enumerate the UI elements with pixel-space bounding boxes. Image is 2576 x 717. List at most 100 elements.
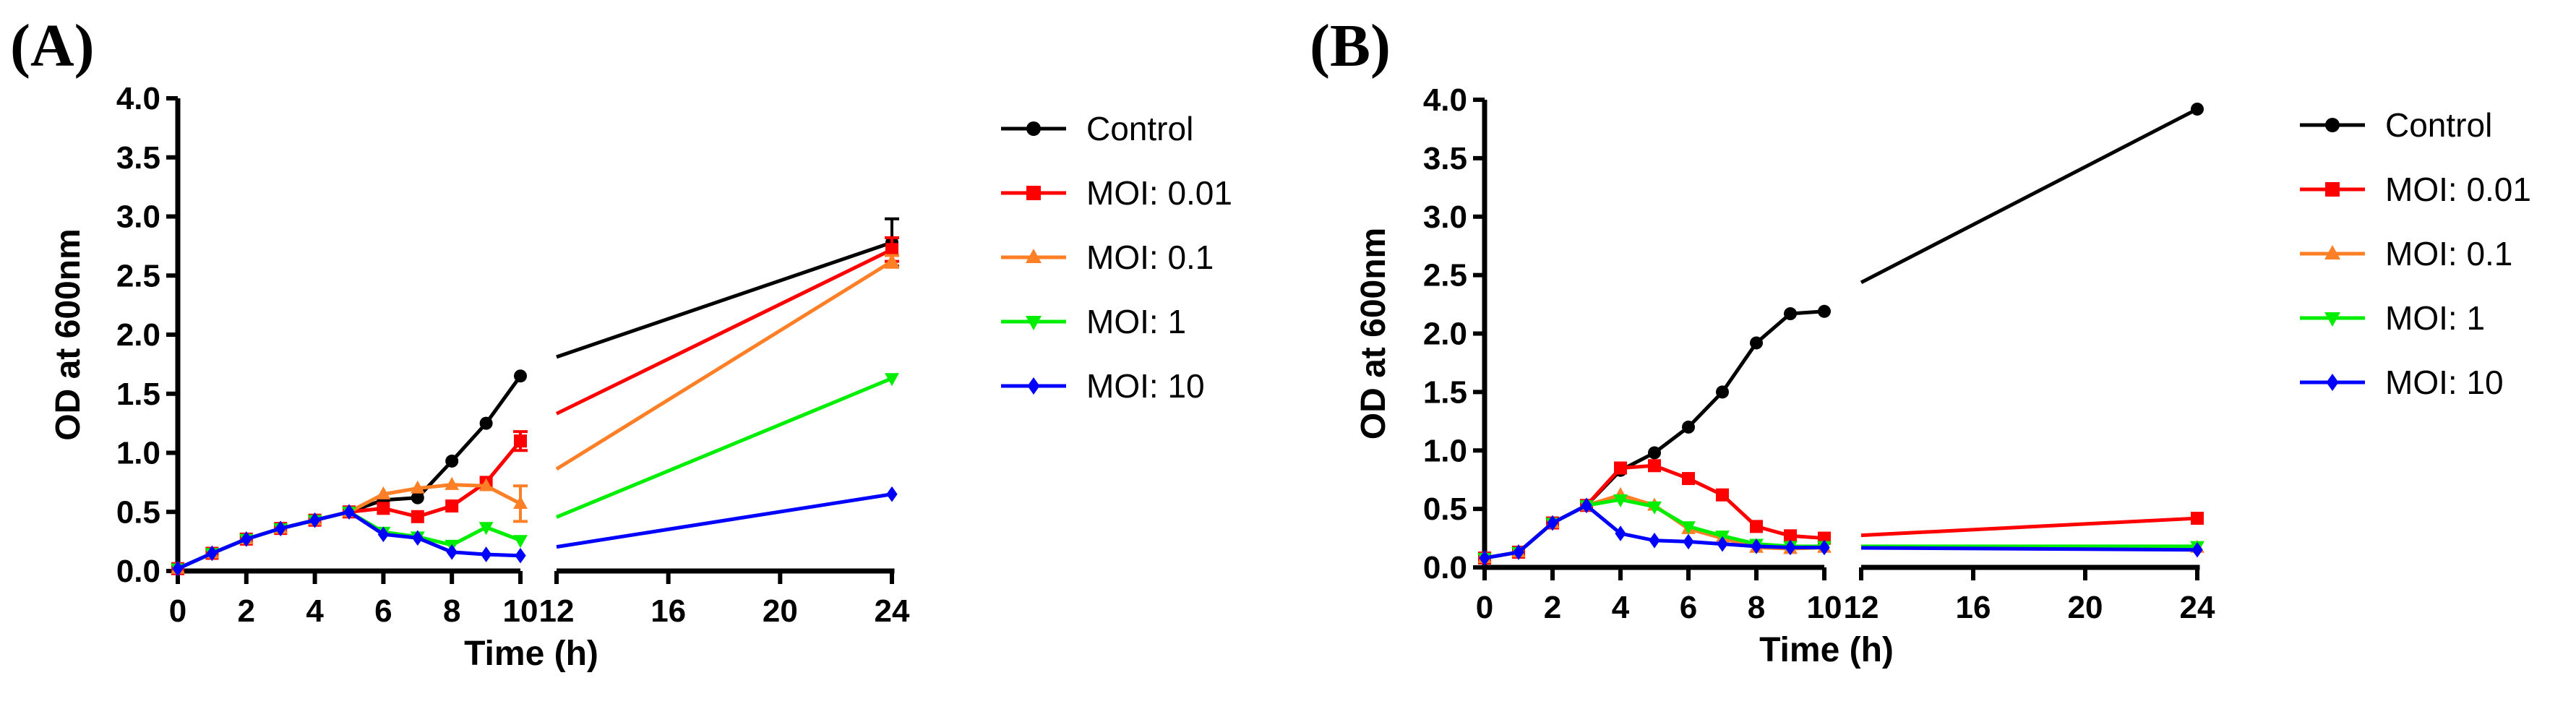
data-point	[1716, 385, 1729, 399]
legend-item: MOI: 0.1	[2300, 235, 2512, 272]
data-point	[1717, 536, 1728, 552]
data-point	[1513, 544, 1524, 560]
legend-item: MOI: 0.01	[2300, 171, 2531, 208]
chart-a: 0.00.51.01.52.02.53.03.54.00 2 4 6 8 10 12 16 20…	[49, 81, 1232, 673]
x-tick-label: 20	[763, 593, 798, 629]
legend-label: MOI: 10	[2385, 364, 2504, 401]
y-tick-label: 2.0	[116, 317, 160, 353]
series-line	[556, 377, 893, 519]
x-tick-label: 24	[2180, 590, 2215, 625]
data-point	[412, 530, 424, 546]
y-tick-label: 3.0	[1423, 199, 1467, 235]
y-tick-label: 0.0	[1423, 550, 1467, 585]
data-point	[515, 547, 526, 564]
data-point	[478, 478, 494, 491]
panel-label: (B)	[1310, 12, 1391, 80]
data-point	[1784, 529, 1797, 543]
legend-marker	[1026, 186, 1041, 200]
data-point	[2191, 541, 2203, 558]
data-point	[241, 531, 252, 547]
data-point	[513, 496, 528, 510]
legend-label: MOI: 1	[1086, 303, 1186, 340]
series-line	[176, 510, 521, 571]
data-point	[1751, 538, 1762, 554]
y-tick-label: 2.5	[1423, 258, 1467, 293]
data-point	[513, 535, 528, 549]
data-point	[479, 416, 493, 430]
legend-item: MOI: 1	[1001, 303, 1186, 340]
data-point	[480, 546, 492, 562]
series-line	[176, 374, 523, 571]
series-0	[1478, 102, 2204, 565]
x-tick-label: 12	[1844, 590, 1879, 625]
x-tick-label: 20	[2068, 590, 2103, 625]
x-tick-label: 16	[651, 593, 686, 629]
data-point	[377, 502, 390, 515]
data-point	[2191, 102, 2204, 116]
legend-label: MOI: 0.1	[1086, 239, 1214, 276]
data-point	[411, 491, 424, 505]
panel-a: (A) 0.0 0.5 1.0 1.5 2.0 2.5 3.0 3.5 4.0 0 2 4 6 8 10 12…	[10, 16, 1232, 674]
series-line	[555, 259, 893, 471]
legend-item: MOI: 10	[2300, 364, 2504, 401]
data-point	[1649, 532, 1660, 549]
series-line	[176, 510, 521, 571]
y-tick-label: 2.0	[1423, 317, 1467, 352]
y-axis-title: OD at 600nm	[1354, 228, 1393, 439]
data-point	[514, 434, 527, 448]
series-line	[176, 483, 522, 571]
data-point	[1682, 420, 1695, 434]
y-tick-label: 3.0	[116, 199, 160, 235]
data-point	[446, 544, 458, 560]
legend-item: Control	[2300, 106, 2492, 144]
x-tick-label: 10	[1807, 590, 1842, 625]
y-tick-label: 3.5	[1423, 141, 1467, 176]
data-point	[1716, 488, 1729, 502]
legend-item: MOI: 0.1	[1001, 239, 1214, 276]
x-tick-label: 24	[875, 593, 910, 629]
data-point	[1581, 497, 1592, 514]
panel-b: (B) 0.0 0.5 1.0 1.5 2.0 2.5 3.0 3.5 4.0 0 2 4 6 8 10 12…	[1288, 0, 2576, 717]
x-tick-label: 8	[443, 593, 460, 629]
legend-marker	[1026, 121, 1041, 136]
data-point	[445, 499, 459, 513]
y-tick-label: 3.5	[116, 140, 160, 176]
x-tick-label: 10	[503, 593, 538, 629]
x-tick-label: 2	[1544, 590, 1561, 625]
y-tick-label: 0.5	[1423, 491, 1467, 527]
data-point	[445, 454, 459, 468]
series-line	[556, 241, 893, 359]
y-axis-title: OD at 600nm	[49, 228, 87, 440]
x-tick-label: 4	[1612, 590, 1630, 625]
data-point	[2191, 512, 2204, 525]
data-point	[309, 512, 321, 528]
legend-marker	[1026, 316, 1042, 330]
x-tick-label: 0	[1476, 590, 1493, 625]
x-tick-label: 0	[169, 593, 186, 629]
legend-marker	[2325, 182, 2340, 197]
data-point	[1615, 525, 1626, 541]
x-axis-title: Time (h)	[1759, 631, 1894, 669]
data-point	[1648, 459, 1661, 473]
data-point	[377, 526, 390, 543]
legend-marker	[1026, 249, 1042, 263]
y-tick-label: 0.0	[116, 554, 160, 589]
data-point	[1647, 501, 1662, 515]
legend-label: MOI: 10	[1086, 367, 1205, 405]
data-point	[411, 510, 424, 523]
data-point	[1681, 521, 1696, 535]
legend-label: MOI: 0.01	[1086, 174, 1232, 212]
legend-label: MOI: 0.01	[2385, 171, 2531, 208]
data-point	[1750, 520, 1763, 533]
series-line	[1860, 516, 2198, 538]
data-point	[445, 476, 460, 490]
legend-label: Control	[2385, 106, 2492, 144]
data-point	[1648, 446, 1661, 460]
data-point	[343, 504, 355, 520]
legend-label: MOI: 0.1	[2385, 235, 2512, 272]
data-point	[885, 373, 899, 387]
legend-marker	[2324, 245, 2340, 259]
data-point	[275, 520, 286, 536]
data-point	[1750, 336, 1763, 350]
y-tick-label: 1.5	[1423, 374, 1467, 410]
